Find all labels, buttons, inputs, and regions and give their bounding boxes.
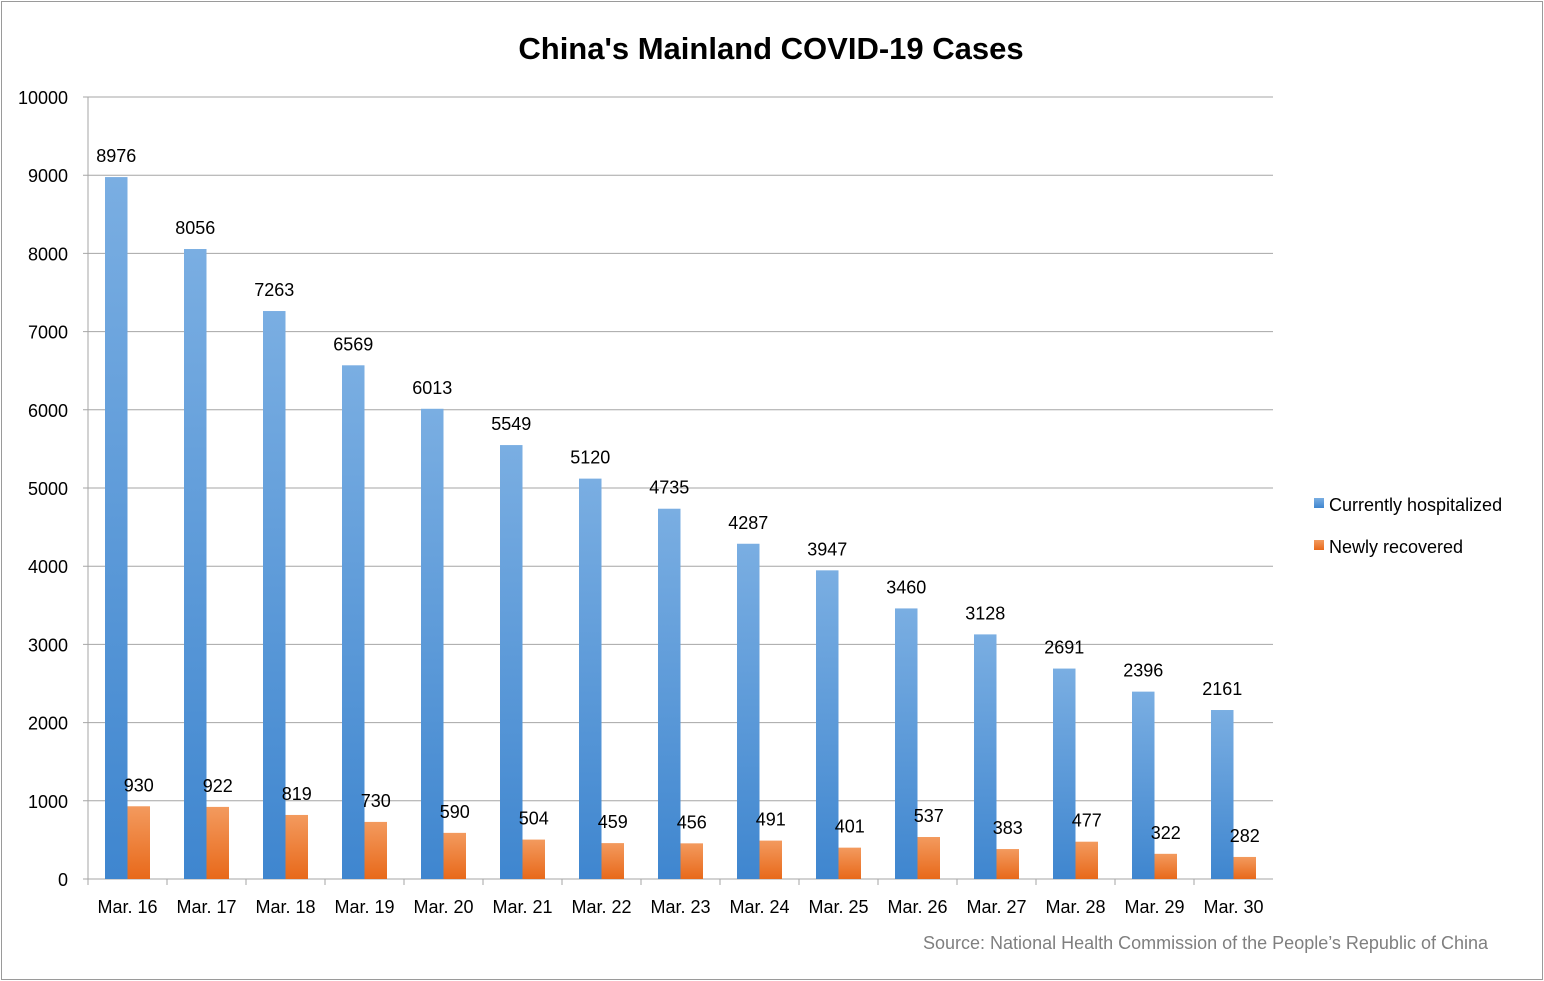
data-label: 7263 <box>254 280 294 300</box>
bar-hospitalized <box>895 608 918 879</box>
bar-recovered <box>522 839 545 879</box>
bar-hospitalized <box>1053 668 1076 879</box>
bar-recovered <box>601 843 624 879</box>
x-tick-label: Mar. 25 <box>808 897 868 917</box>
data-label: 2396 <box>1123 661 1163 681</box>
data-label: 8976 <box>96 146 136 166</box>
bar-hospitalized <box>579 478 602 879</box>
data-label: 5549 <box>491 414 531 434</box>
y-tick-label: 8000 <box>28 244 68 264</box>
bar-recovered <box>206 806 229 879</box>
y-tick-label: 5000 <box>28 479 68 499</box>
bar-recovered <box>364 821 387 879</box>
x-tick-label: Mar. 28 <box>1045 897 1105 917</box>
x-tick-label: Mar. 26 <box>887 897 947 917</box>
bar-recovered <box>285 814 308 879</box>
bar-recovered <box>443 832 466 879</box>
bar-hospitalized <box>816 570 839 879</box>
source-note: Source: National Health Commission of th… <box>923 933 1489 953</box>
legend-label-hospitalized: Currently hospitalized <box>1329 495 1502 515</box>
data-label: 4735 <box>649 478 689 498</box>
legend-swatch-hospitalized <box>1314 498 1324 508</box>
x-tick-label: Mar. 23 <box>650 897 710 917</box>
bar-hospitalized <box>105 177 128 880</box>
bar-recovered <box>996 849 1019 879</box>
data-label: 456 <box>677 812 707 832</box>
y-tick-label: 4000 <box>28 557 68 577</box>
data-label: 282 <box>1230 826 1260 846</box>
bar-recovered <box>1154 853 1177 879</box>
data-label: 2691 <box>1044 638 1084 658</box>
data-label: 3128 <box>965 603 1005 623</box>
bar-recovered <box>127 806 150 879</box>
data-label: 537 <box>914 806 944 826</box>
data-label: 730 <box>361 791 391 811</box>
data-label: 4287 <box>728 513 768 533</box>
data-label: 922 <box>203 776 233 796</box>
bar-hospitalized <box>421 408 444 879</box>
y-tick-label: 6000 <box>28 401 68 421</box>
x-tick-label: Mar. 29 <box>1124 897 1184 917</box>
bar-hospitalized <box>263 311 286 879</box>
data-label: 477 <box>1072 811 1102 831</box>
data-label: 6569 <box>333 334 373 354</box>
y-tick-label: 2000 <box>28 714 68 734</box>
data-label: 401 <box>835 817 865 837</box>
y-tick-label: 10000 <box>18 88 68 108</box>
x-tick-label: Mar. 17 <box>176 897 236 917</box>
data-label: 459 <box>598 812 628 832</box>
x-tick-label: Mar. 21 <box>492 897 552 917</box>
x-tick-label: Mar. 30 <box>1203 897 1263 917</box>
data-label: 8056 <box>175 218 215 238</box>
bar-recovered <box>1233 856 1256 879</box>
bar-hospitalized <box>1132 691 1155 879</box>
bar-recovered <box>1075 841 1098 879</box>
bar-hospitalized <box>658 508 681 879</box>
x-tick-label: Mar. 22 <box>571 897 631 917</box>
bar-recovered <box>917 837 940 879</box>
y-tick-label: 9000 <box>28 166 68 186</box>
y-tick-label: 1000 <box>28 792 68 812</box>
bar-recovered <box>838 847 861 879</box>
data-label: 930 <box>124 775 154 795</box>
data-label: 6013 <box>412 378 452 398</box>
x-tick-label: Mar. 20 <box>413 897 473 917</box>
data-label: 819 <box>282 784 312 804</box>
bar-hospitalized <box>342 365 365 879</box>
data-label: 491 <box>756 810 786 830</box>
bar-hospitalized <box>974 634 997 879</box>
x-tick-label: Mar. 18 <box>255 897 315 917</box>
data-label: 504 <box>519 809 549 829</box>
y-tick-label: 7000 <box>28 323 68 343</box>
y-tick-label: 0 <box>58 870 68 890</box>
x-tick-label: Mar. 16 <box>97 897 157 917</box>
y-tick-label: 3000 <box>28 635 68 655</box>
data-label: 5120 <box>570 448 610 468</box>
legend-swatch-recovered <box>1314 540 1324 550</box>
x-tick-label: Mar. 19 <box>334 897 394 917</box>
data-label: 3947 <box>807 539 847 559</box>
bar-hospitalized <box>1211 710 1234 879</box>
bar-hospitalized <box>737 543 760 879</box>
data-label: 383 <box>993 818 1023 838</box>
bar-hospitalized <box>500 445 523 879</box>
data-label: 3460 <box>886 577 926 597</box>
data-label: 590 <box>440 802 470 822</box>
x-tick-label: Mar. 27 <box>966 897 1026 917</box>
data-label: 322 <box>1151 823 1181 843</box>
chart-title: China's Mainland COVID-19 Cases <box>518 31 1023 66</box>
bar-recovered <box>680 843 703 879</box>
bar-recovered <box>759 840 782 879</box>
x-tick-label: Mar. 24 <box>729 897 789 917</box>
bar-hospitalized <box>184 249 207 879</box>
data-label: 2161 <box>1202 679 1242 699</box>
legend-label-recovered: Newly recovered <box>1329 537 1463 557</box>
